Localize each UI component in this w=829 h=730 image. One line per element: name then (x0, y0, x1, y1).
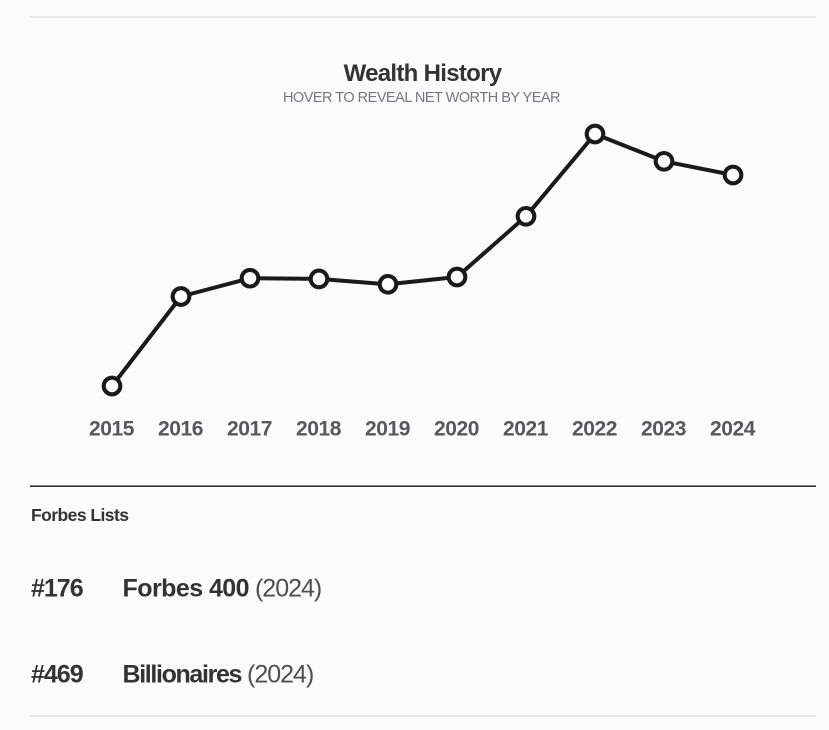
svg-text:2020: 2020 (434, 418, 479, 441)
svg-text:Billionaires (2024): Billionaires (2024) (123, 660, 314, 688)
svg-text:#176: #176 (31, 574, 83, 602)
svg-text:2022: 2022 (572, 418, 617, 441)
svg-text:2015: 2015 (89, 418, 135, 441)
svg-text:2024: 2024 (710, 418, 756, 441)
svg-text:#469: #469 (31, 660, 83, 688)
svg-text:Forbes 400 (2024): Forbes 400 (2024) (123, 574, 322, 602)
svg-text:2023: 2023 (641, 418, 686, 441)
svg-text:2021: 2021 (503, 418, 549, 441)
svg-text:2016: 2016 (158, 418, 203, 441)
svg-text:2019: 2019 (365, 418, 410, 441)
svg-text:2017: 2017 (227, 418, 272, 441)
svg-text:Forbes Lists: Forbes Lists (31, 505, 129, 525)
svg-text:2018: 2018 (296, 418, 342, 441)
svg-text:Wealth History: Wealth History (344, 60, 503, 87)
svg-text:HOVER TO REVEAL NET WORTH BY Y: HOVER TO REVEAL NET WORTH BY YEAR (283, 90, 560, 106)
